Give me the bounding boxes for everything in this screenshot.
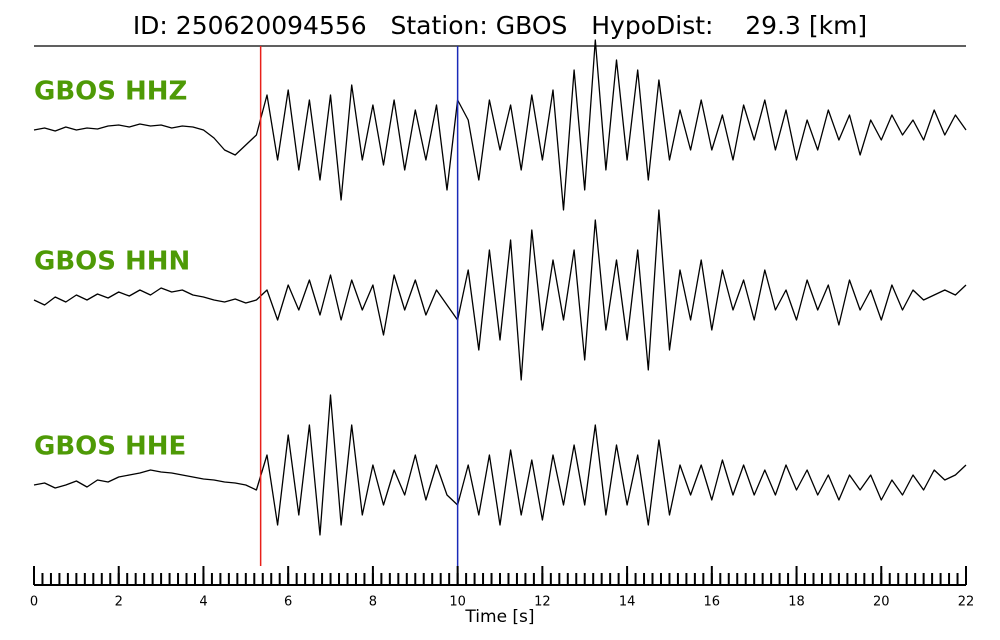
- waveform: [33, 39, 967, 211]
- x-tick-label: 20: [873, 595, 890, 610]
- trace-label: GBOS HHE: [34, 432, 186, 462]
- waveform: [33, 209, 967, 381]
- x-tick-label: 6: [284, 595, 292, 610]
- x-tick-label: 22: [958, 595, 975, 610]
- x-tick-label: 10: [449, 595, 466, 610]
- x-tick-label: 2: [115, 595, 123, 610]
- trace-label: GBOS HHZ: [34, 77, 187, 107]
- x-tick-label: 14: [619, 595, 636, 610]
- x-tick-label: 18: [788, 595, 805, 610]
- trace-label: GBOS HHN: [34, 247, 190, 277]
- x-tick-label: 4: [199, 595, 207, 610]
- x-tick-label: 16: [704, 595, 721, 610]
- x-tick-label: 0: [30, 595, 38, 610]
- x-tick-label: 8: [369, 595, 377, 610]
- chart-title: ID: 250620094556 Station: GBOS HypoDist:…: [133, 11, 867, 40]
- waveform: [33, 394, 967, 536]
- x-axis-label: Time [s]: [464, 607, 534, 627]
- x-tick-label: 12: [534, 595, 551, 610]
